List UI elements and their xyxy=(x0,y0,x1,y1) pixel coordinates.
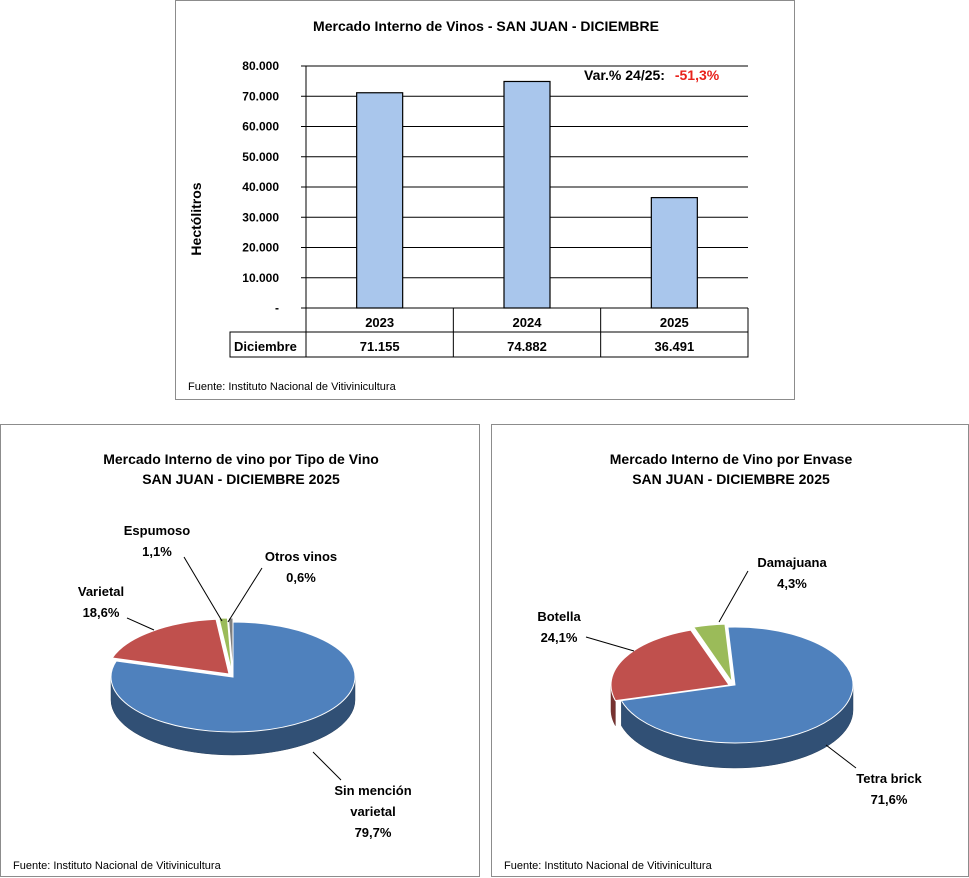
x-category-label: 2023 xyxy=(365,315,394,330)
pie-chart-tipo: Mercado Interno de vino por Tipo de Vino… xyxy=(13,451,412,872)
pie-slice xyxy=(620,626,854,744)
pie-category-label: varietal xyxy=(350,804,396,819)
y-tick-labels: - 10.000 20.000 30.000 40.000 50.000 60.000 70.… xyxy=(242,59,279,315)
y-tick-label: 20.000 xyxy=(242,241,279,255)
pie-category-label: Espumoso xyxy=(124,523,191,538)
pie-value-label: 1,1% xyxy=(142,544,172,559)
pie2-subtitle: SAN JUAN - DICIEMBRE 2025 xyxy=(632,471,830,487)
bar xyxy=(503,80,551,309)
pie-category-label: Sin mención xyxy=(334,783,411,798)
pie2-slices xyxy=(610,623,854,769)
bars xyxy=(356,80,698,309)
pie-value-label: 0,6% xyxy=(286,570,316,585)
leader-line xyxy=(825,744,857,769)
pie1-labels: Sin mención varietal 79,7% Varietal 18,6% Esp… xyxy=(78,523,412,840)
pie-slice xyxy=(692,623,733,683)
pie-category-label: Tetra brick xyxy=(856,771,922,786)
pie1-slices xyxy=(110,617,356,756)
leader-line xyxy=(312,751,342,781)
pie-value-label: 4,3% xyxy=(777,576,807,591)
pie2-source: Fuente: Instituto Nacional de Vitivinicu… xyxy=(504,860,713,872)
y-tick-label: 80.000 xyxy=(242,59,279,73)
table-value: 74.882 xyxy=(507,339,547,354)
pie-category-label: Otros vinos xyxy=(265,549,337,564)
pie1-subtitle: SAN JUAN - DICIEMBRE 2025 xyxy=(142,471,340,487)
pie-chart-envase-panel: Mercado Interno de Vino por Envase SAN J… xyxy=(491,424,969,877)
leader-line xyxy=(227,567,263,623)
y-tick-label: 50.000 xyxy=(242,150,279,164)
leader-line xyxy=(126,617,155,631)
bar-chart-source: Fuente: Instituto Nacional de Vitivinicu… xyxy=(188,381,397,393)
table-value: 71.155 xyxy=(360,339,400,354)
bar xyxy=(356,92,404,309)
pie-slice xyxy=(111,618,230,675)
variation-label: Var.% 24/25: xyxy=(584,67,665,83)
pie-slice xyxy=(218,617,233,674)
pie2-title: Mercado Interno de Vino por Envase xyxy=(610,451,853,467)
x-category-label: 2024 xyxy=(513,315,543,330)
pie-value-label: 79,7% xyxy=(355,825,392,840)
pie-category-label: Varietal xyxy=(78,584,124,599)
pie-slice xyxy=(610,629,730,702)
bar-chart-panel: Mercado Interno de Vinos - SAN JUAN - DI… xyxy=(175,0,795,400)
y-tick-label: - xyxy=(275,301,279,315)
x-category-label: 2025 xyxy=(660,315,689,330)
data-table: 2023 71.155 2024 74.882 2025 36.491 Diciembre xyxy=(229,308,749,358)
pie-value-label: 18,6% xyxy=(83,605,120,620)
pie-chart-tipo-panel: Mercado Interno de vino por Tipo de Vino… xyxy=(0,424,480,877)
pie2-labels: Tetra brick 71,6% Botella 24,1% Damajuana 4,3… xyxy=(537,555,922,807)
y-tick-label: 70.000 xyxy=(242,89,279,103)
pie-slice xyxy=(110,621,356,733)
table-value: 36.491 xyxy=(654,339,694,354)
y-tick-label: 40.000 xyxy=(242,180,279,194)
y-tick-label: 30.000 xyxy=(242,210,279,224)
leader-line xyxy=(183,556,223,622)
bar-chart-title: Mercado Interno de Vinos - SAN JUAN - DI… xyxy=(313,18,659,34)
variation-value: -51,3% xyxy=(675,67,720,83)
y-tick-label: 60.000 xyxy=(242,120,279,134)
bar-chart: Mercado Interno de Vinos - SAN JUAN - DI… xyxy=(188,18,749,393)
pie-chart-envase: Mercado Interno de Vino por Envase SAN J… xyxy=(504,451,923,872)
pie-category-label: Damajuana xyxy=(757,555,827,570)
pie-category-label: Botella xyxy=(537,609,581,624)
y-axis-label: Hectólitros xyxy=(188,182,204,255)
pie1-title: Mercado Interno de vino por Tipo de Vino xyxy=(103,451,379,467)
variation-annotation: Var.% 24/25: -51,3% xyxy=(584,67,720,83)
y-tick-label: 10.000 xyxy=(242,271,279,285)
bar xyxy=(650,197,698,309)
pie1-source: Fuente: Instituto Nacional de Vitivinicu… xyxy=(13,860,222,872)
leader-line xyxy=(585,636,635,652)
leader-line xyxy=(718,570,749,623)
table-series-name: Diciembre xyxy=(234,339,297,354)
pie-value-label: 24,1% xyxy=(541,630,578,645)
table-value-row xyxy=(229,331,749,358)
pie-value-label: 71,6% xyxy=(871,792,908,807)
